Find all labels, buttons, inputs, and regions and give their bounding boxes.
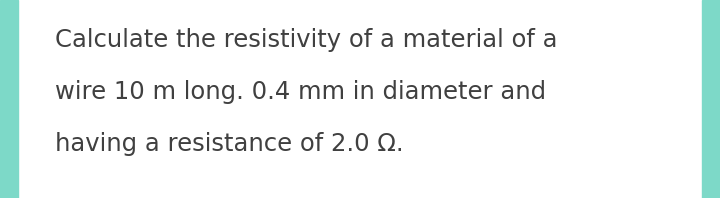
Text: Calculate the resistivity of a material of a: Calculate the resistivity of a material … [55,28,557,52]
Bar [0,0,18,198]
Text: having a resistance of 2.0 Ω.: having a resistance of 2.0 Ω. [55,132,404,156]
Bar [702,0,720,198]
Text: wire 10 m long. 0.4 mm in diameter and: wire 10 m long. 0.4 mm in diameter and [55,80,546,104]
